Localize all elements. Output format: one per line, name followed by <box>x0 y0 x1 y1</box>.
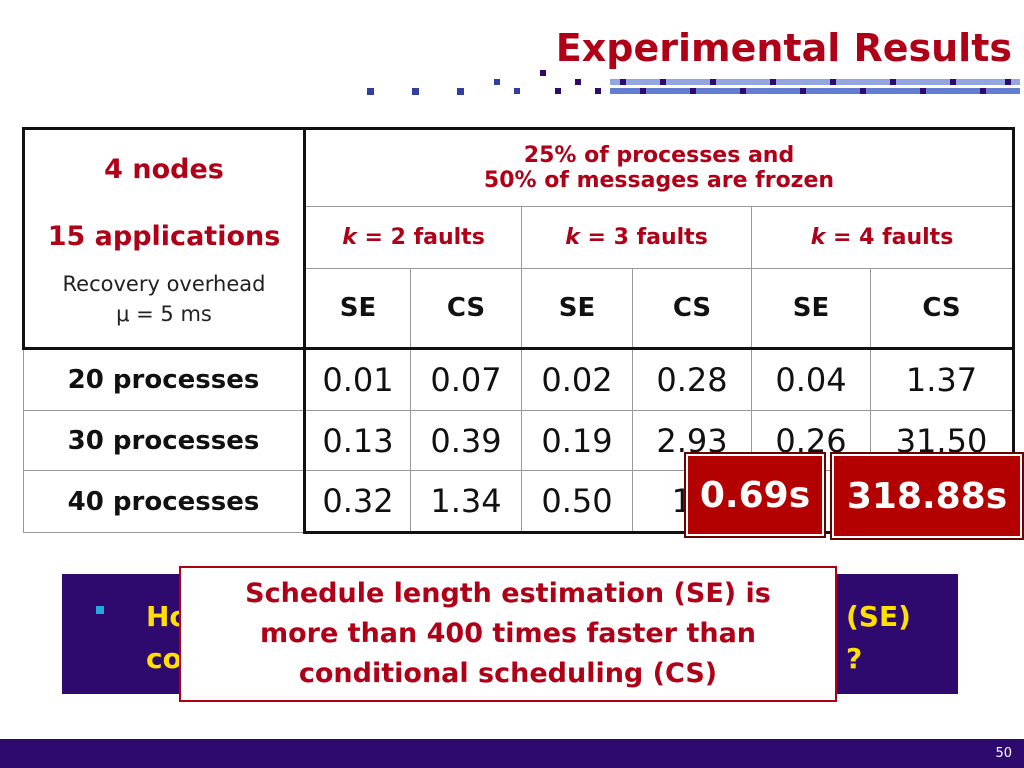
fault-header-3: k = 3 faults <box>521 206 752 269</box>
scenario-header: 25% of processes and 50% of messages are… <box>304 127 1015 207</box>
subheader-se: SE <box>304 268 411 349</box>
table-cell: 0.50 <box>521 470 633 534</box>
subheader-cs: CS <box>410 268 522 349</box>
row-label: 20 processes <box>23 347 305 411</box>
cs-time-badge: 318.88s <box>832 454 1022 538</box>
question-text-right: (SE) ? <box>846 600 911 675</box>
bullet-square-icon <box>96 606 104 614</box>
table-cell: 0.28 <box>632 347 752 411</box>
table-corner-cell: 4 nodes 15 applications Recovery overhea… <box>22 127 306 350</box>
table-cell: 0.13 <box>303 410 411 471</box>
fault-header-4: k = 4 faults <box>751 206 1015 269</box>
subheader-cs: CS <box>632 268 752 349</box>
table-cell: 0.04 <box>751 347 871 411</box>
table-cell: 0.32 <box>303 470 411 534</box>
results-table: 4 nodes 15 applications Recovery overhea… <box>22 127 1015 534</box>
row-label: 40 processes <box>23 470 305 533</box>
decorative-dot-bar <box>367 70 1020 95</box>
row-label: 30 processes <box>23 410 305 471</box>
se-time-badge: 0.69s <box>686 454 824 536</box>
conclusion-callout: Schedule length estimation (SE) is more … <box>179 566 837 702</box>
table-cell: 0.02 <box>521 347 633 411</box>
subheader-cs: CS <box>870 268 1015 349</box>
table-row: 30 processes 0.13 0.39 0.19 2.93 0.26 31… <box>23 410 1015 471</box>
table-cell: 1.34 <box>410 470 522 534</box>
table-row: 20 processes 0.01 0.07 0.02 0.28 0.04 1.… <box>23 347 1015 411</box>
applications-label: 15 applications <box>47 221 281 253</box>
slide-title: Experimental Results <box>555 26 1012 70</box>
subheader-se: SE <box>521 268 633 349</box>
table-cell: 0.07 <box>410 347 522 411</box>
table-cell: 0.19 <box>521 410 633 471</box>
fault-header-2: k = 2 faults <box>304 206 522 269</box>
nodes-label: 4 nodes <box>104 154 224 186</box>
recovery-overhead-label: Recovery overhead μ = 5 ms <box>62 272 266 326</box>
subheader-se: SE <box>751 268 871 349</box>
table-cell: 1.37 <box>870 347 1015 411</box>
footer-bar: 50 <box>0 739 1024 768</box>
page-number: 50 <box>995 746 1012 761</box>
table-cell: 0.39 <box>410 410 522 471</box>
table-cell: 0.01 <box>303 347 411 411</box>
